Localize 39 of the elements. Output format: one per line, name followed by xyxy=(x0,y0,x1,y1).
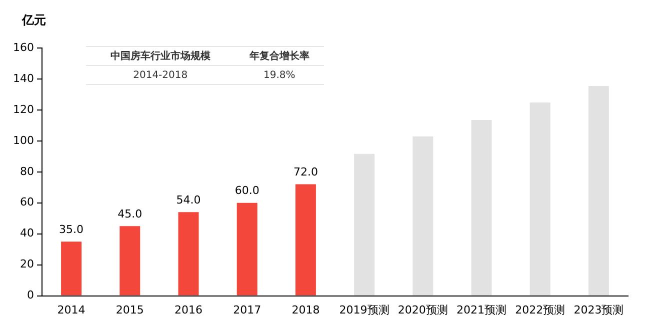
y-tick-label: 20 xyxy=(20,258,34,271)
y-tick-label: 80 xyxy=(20,164,34,178)
y-tick-label: 60 xyxy=(20,196,34,209)
x-tick-label: 2018 xyxy=(292,303,320,316)
x-tick-label: 2019预测 xyxy=(339,303,390,316)
y-tick-label: 40 xyxy=(20,226,34,240)
bar xyxy=(412,136,434,296)
annotation: 2014-2018 xyxy=(86,66,235,84)
bar xyxy=(588,86,609,296)
x-tick-label: 2015 xyxy=(116,303,144,316)
bar xyxy=(471,120,492,296)
x-tick-label: 2014 xyxy=(57,303,86,316)
x-tick-label: 2023预测 xyxy=(574,303,624,316)
annotation: 19.8% xyxy=(234,66,324,84)
x-tick-label: 2017 xyxy=(233,303,262,316)
y-tick-label: 120 xyxy=(12,102,34,116)
bar xyxy=(61,242,82,296)
x-tick-label: 2020预测 xyxy=(398,303,448,316)
bar xyxy=(530,102,550,296)
x-tick-label: 2021预测 xyxy=(456,303,506,316)
bar xyxy=(120,226,140,296)
data-label: 60.0 xyxy=(234,184,260,198)
data-label: 35.0 xyxy=(59,222,84,236)
bar xyxy=(178,212,199,296)
data-label: 54.0 xyxy=(176,194,201,207)
y-tick-label: 0 xyxy=(26,288,34,302)
y-tick-label: 100 xyxy=(12,134,34,147)
y-axis-title: 亿元 xyxy=(22,12,46,29)
y-tick-label: 160 xyxy=(12,40,34,54)
bar xyxy=(236,202,258,296)
annotation: 年复合增长率 xyxy=(234,46,324,66)
bar xyxy=(295,184,316,296)
annotation: 中国房车行业市场规模 xyxy=(86,46,235,66)
data-label: 72.0 xyxy=(293,166,318,179)
bar xyxy=(354,154,375,296)
x-tick-label: 2016 xyxy=(174,303,202,316)
data-label: 45.0 xyxy=(118,207,142,220)
y-tick-label: 140 xyxy=(12,72,34,85)
x-tick-label: 2022预测 xyxy=(515,303,566,316)
